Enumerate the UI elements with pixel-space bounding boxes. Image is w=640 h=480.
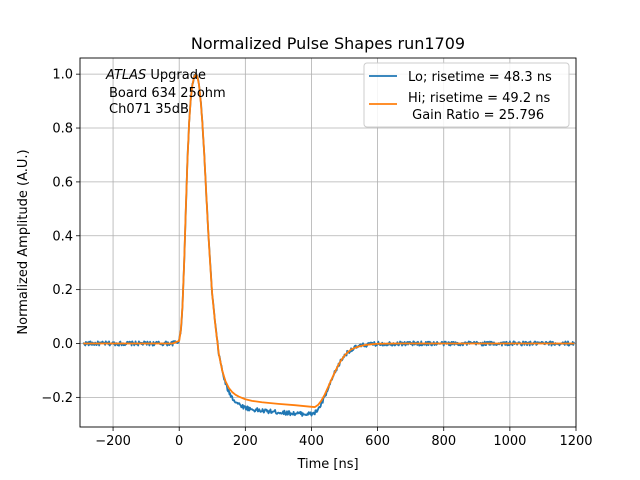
legend-label-line: Lo; risetime = 48.3 ns [408, 70, 552, 85]
legend-label-hi: Hi; risetime = 49.2 ns Gain Ratio = 25.7… [408, 91, 550, 123]
legend-label-line: Hi; risetime = 49.2 ns [408, 91, 550, 106]
series-layer [82, 73, 575, 417]
legend-label-lo: Lo; risetime = 48.3 ns [408, 70, 552, 85]
x-tick-label: 600 [365, 434, 390, 449]
x-axis-label: Time [ns] [296, 457, 358, 472]
series-hi-line [83, 73, 575, 408]
y-tick-label: 0.6 [52, 175, 73, 190]
annotation-text: ATLAS Upgrade Board 634 25ohm Ch071 35dB [105, 68, 226, 117]
axis-ticks: −200 0 200 400 600 800 1000 1200 −0.2 0.0 0.2 0.4 0.… [41, 68, 592, 449]
x-tick-label: 0 [175, 434, 183, 449]
legend: Lo; risetime = 48.3 ns Hi; risetime = 49… [363, 62, 570, 128]
y-tick-label: 0.2 [52, 283, 73, 298]
y-tick-label: 0.8 [52, 122, 73, 137]
annotation-line-2: Board 634 25ohm [109, 86, 226, 101]
y-tick-label: 0.0 [52, 337, 73, 352]
y-axis-label: Normalized Amplitude (A.U.) [16, 149, 31, 334]
x-tick-label: 200 [233, 434, 258, 449]
x-tick-label: 1200 [559, 434, 592, 449]
annotation-atlas: ATLAS [105, 68, 146, 83]
annotation-line-1: ATLAS Upgrade [105, 68, 206, 83]
x-tick-label: −200 [95, 434, 131, 449]
plot-frame [79, 57, 577, 428]
annotation-upgrade: Upgrade [146, 68, 206, 83]
x-tick-label: 400 [299, 434, 324, 449]
annotation-line-3: Ch071 35dB [109, 102, 189, 117]
legend-box [363, 62, 570, 128]
y-tick-label: 0.4 [52, 229, 73, 244]
x-tick-label: 800 [431, 434, 456, 449]
legend-label-line: Gain Ratio = 25.796 [408, 108, 544, 123]
y-tick-label: −0.2 [41, 391, 73, 406]
chart-title: Normalized Pulse Shapes run1709 [191, 34, 465, 53]
x-tick-label: 1000 [493, 434, 526, 449]
y-tick-label: 1.0 [52, 68, 73, 83]
